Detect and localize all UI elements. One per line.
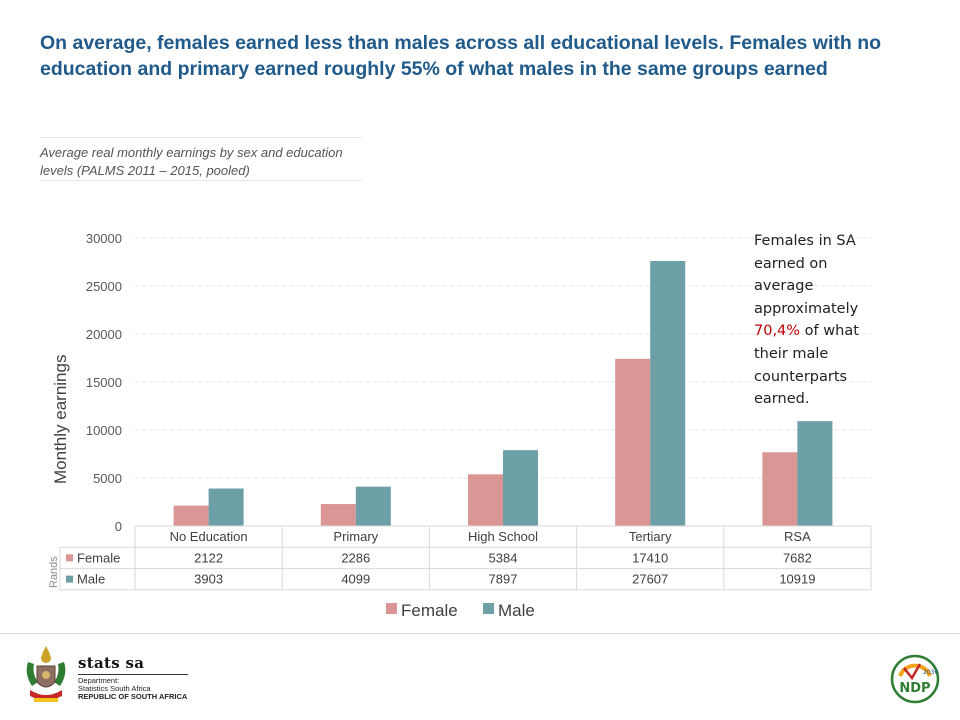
table-value-cell: 7897 bbox=[489, 572, 518, 587]
table-value-cell: 2286 bbox=[341, 550, 370, 565]
y-tick-label: 25000 bbox=[86, 279, 122, 294]
table-value-cell: 10919 bbox=[779, 572, 815, 587]
bar-female bbox=[615, 358, 651, 526]
legend-label-male: Male bbox=[498, 601, 535, 620]
table-legend-key-female bbox=[66, 554, 73, 562]
table-value-cell: 2122 bbox=[194, 550, 223, 565]
y-tick-label: 30000 bbox=[86, 231, 122, 246]
dept-line-3: REPUBLIC OF SOUTH AFRICA bbox=[78, 692, 188, 701]
bar-male bbox=[797, 421, 833, 526]
x-category-label: Primary bbox=[333, 529, 378, 544]
x-category-label: High School bbox=[468, 529, 538, 544]
chart-subtitle: Average real monthly earnings by sex and… bbox=[40, 145, 343, 178]
table-value-cell: 7682 bbox=[783, 550, 812, 565]
table-legend-key-male bbox=[66, 575, 73, 583]
bar-male bbox=[208, 488, 244, 526]
x-category-label: Tertiary bbox=[629, 529, 672, 544]
bar-chart: 0 5000 10000 15000 20000 25000 30000 No Educati… bbox=[48, 231, 872, 620]
table-value-cell: 4099 bbox=[341, 572, 370, 587]
subtitle-top-rule bbox=[40, 137, 362, 138]
ndp-logo-icon: 2030 NDP bbox=[890, 654, 940, 704]
legend-swatch-male bbox=[483, 603, 494, 614]
callout-note: Females in SA earned on average approxim… bbox=[754, 230, 879, 411]
bar-male bbox=[355, 486, 391, 526]
y-tick-label: 20000 bbox=[86, 327, 122, 342]
y-axis-title: Monthly earnings bbox=[51, 355, 70, 484]
y-tick-label: 15000 bbox=[86, 375, 122, 390]
bar-female bbox=[468, 474, 503, 526]
table-value-cell: 17410 bbox=[632, 550, 668, 565]
callout-highlight: 70,4% bbox=[754, 323, 801, 340]
y-tick-label: 10000 bbox=[86, 423, 122, 438]
bar-female bbox=[320, 504, 356, 526]
coat-of-arms-icon bbox=[26, 646, 66, 702]
brand-rule bbox=[78, 674, 188, 675]
subtitle-bottom-rule bbox=[40, 180, 362, 181]
ndp-year: 2030 bbox=[923, 669, 938, 676]
x-category-label: No Education bbox=[170, 529, 248, 544]
callout-text-after: of what their male counterparts earned. bbox=[754, 323, 859, 408]
table-series-label: Male bbox=[77, 572, 105, 587]
table-value-cell: 3903 bbox=[194, 572, 223, 587]
legend-label-female: Female bbox=[401, 601, 458, 620]
bar-male bbox=[503, 450, 538, 526]
bar-female bbox=[173, 505, 209, 526]
headline: On average, females earned less than mal… bbox=[40, 32, 882, 80]
dept-line-1: Department: bbox=[78, 676, 120, 685]
department-text: Department: Statistics South Africa REPU… bbox=[78, 677, 187, 701]
legend-swatch-female bbox=[386, 603, 397, 614]
callout-text-before: Females in SA earned on average approxim… bbox=[754, 233, 859, 317]
footer-divider bbox=[0, 633, 960, 634]
y-tick-label: 5000 bbox=[93, 471, 122, 486]
dept-line-2: Statistics South Africa bbox=[78, 684, 151, 693]
table-value-cell: 5384 bbox=[489, 550, 518, 565]
table-unit-label: Rands bbox=[48, 556, 60, 588]
bar-male bbox=[650, 260, 686, 526]
y-tick-label: 0 bbox=[115, 519, 122, 534]
bar-female bbox=[762, 452, 798, 526]
table-series-label: Female bbox=[77, 550, 120, 565]
table-value-cell: 27607 bbox=[632, 572, 668, 587]
x-category-label: RSA bbox=[784, 529, 811, 544]
stats-sa-brand: stats sa bbox=[78, 654, 145, 672]
ndp-text: NDP bbox=[899, 681, 930, 696]
